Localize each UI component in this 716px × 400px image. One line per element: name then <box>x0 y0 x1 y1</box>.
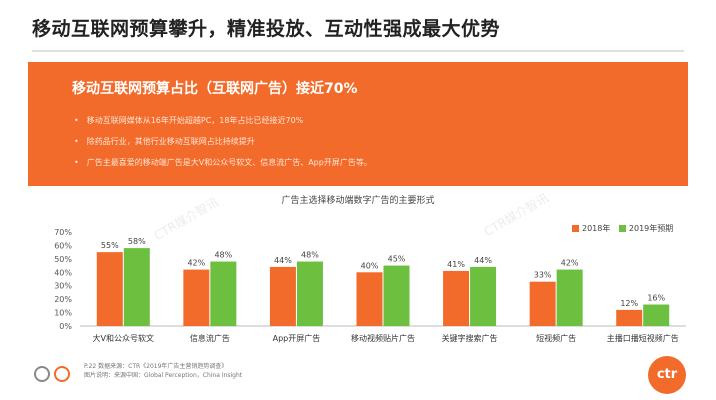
data-label: 58% <box>128 237 146 246</box>
partner-logo <box>34 364 78 384</box>
y-tick-label: 70% <box>54 228 72 237</box>
data-label: 12% <box>620 299 638 308</box>
category-label: 短视频广告 <box>536 333 576 343</box>
data-label: 42% <box>561 259 579 268</box>
y-tick-label: 50% <box>54 255 72 264</box>
data-label: 16% <box>647 294 665 303</box>
logo-ring <box>54 366 70 382</box>
data-label: 41% <box>447 260 465 269</box>
bar-2019 <box>123 248 150 326</box>
banner-title: 移动互联网预算占比（互联网广告）接近70% <box>72 81 358 97</box>
page-title: 移动互联网预算攀升，精准投放、互动性强成最大优势 <box>32 18 501 40</box>
title-divider <box>32 50 684 52</box>
bar-2018 <box>183 269 210 326</box>
summary-banner: 移动互联网预算占比（互联网广告）接近70% 移动互联网媒体从16年开始超越PC，… <box>28 62 688 186</box>
bar-2018 <box>269 266 296 326</box>
legend-label-2018: 2018年 <box>582 224 611 233</box>
legend-swatch-2019 <box>618 225 626 232</box>
bar-2019 <box>296 261 323 326</box>
source-note: P.22 数据来源：CTR《2019年广告主营销趋势调查》 <box>84 363 228 370</box>
category-label: App开屏广告 <box>273 333 321 343</box>
data-label: 44% <box>274 256 292 265</box>
y-tick-label: 0% <box>59 322 72 331</box>
y-tick-label: 10% <box>54 309 72 318</box>
bar-2019 <box>383 265 410 326</box>
bullet-item: 广告主最喜爱的移动端广告是大V和公众号软文、信息流广告、App开屏广告等。 <box>74 152 372 173</box>
legend-swatch-2018 <box>572 225 579 232</box>
data-label: 55% <box>101 241 119 250</box>
bar-2019 <box>556 269 583 326</box>
bullet-item: 除药品行业，其他行业移动互联网占比持续提升 <box>74 131 372 152</box>
bullet-item: 移动互联网媒体从16年开始超越PC，18年占比已经接近70% <box>74 110 372 131</box>
footer: P.22 数据来源：CTR《2019年广告主营销趋势调查》 图片说明：来源中国：… <box>84 362 242 380</box>
data-label: 42% <box>187 259 205 268</box>
bar-2018 <box>356 272 383 326</box>
bar-2019 <box>210 261 237 326</box>
y-tick-label: 60% <box>54 241 72 250</box>
bar-2018 <box>96 252 123 326</box>
legend-label-2019: 2019年预期 <box>628 224 674 233</box>
bar-2018 <box>616 309 643 326</box>
photo-note: 图片说明：来源中国：Global Perception，China Insigh… <box>84 372 243 379</box>
category-label: 大V和公众号软文 <box>93 333 154 343</box>
data-label: 33% <box>534 271 552 280</box>
y-tick-label: 40% <box>54 268 72 277</box>
chart-title: 广告主选择移动端数字广告的主要形式 <box>281 196 435 206</box>
logo-ring <box>34 366 50 382</box>
title-bar: 移动互联网预算攀升，精准投放、互动性强成最大优势 <box>0 0 716 58</box>
category-label: 主播口播短视频广告 <box>607 333 679 343</box>
category-label: 移动视频贴片广告 <box>351 333 415 343</box>
y-tick-label: 20% <box>54 295 72 304</box>
category-label: 关键字搜索广告 <box>442 333 498 343</box>
bar-2019 <box>470 266 497 326</box>
legend-item-2019: 2019年预期 <box>618 224 674 233</box>
y-tick-label: 30% <box>54 282 72 291</box>
category-label: 信息流广告 <box>190 333 230 343</box>
data-label: 44% <box>474 256 492 265</box>
bar-2018 <box>443 270 470 326</box>
data-label: 48% <box>214 251 232 260</box>
data-label: 48% <box>301 251 319 260</box>
legend-item-2018: 2018年 <box>572 224 610 233</box>
data-label: 45% <box>388 255 406 264</box>
bar-2019 <box>643 304 670 326</box>
banner-bullets: 移动互联网媒体从16年开始超越PC，18年占比已经接近70% 除药品行业，其他行… <box>74 110 372 173</box>
chart-legend: 2018年 2019年预期 <box>572 223 679 234</box>
data-label: 40% <box>361 261 379 270</box>
bar-2018 <box>529 281 556 326</box>
ctr-logo: ctr <box>648 356 686 394</box>
